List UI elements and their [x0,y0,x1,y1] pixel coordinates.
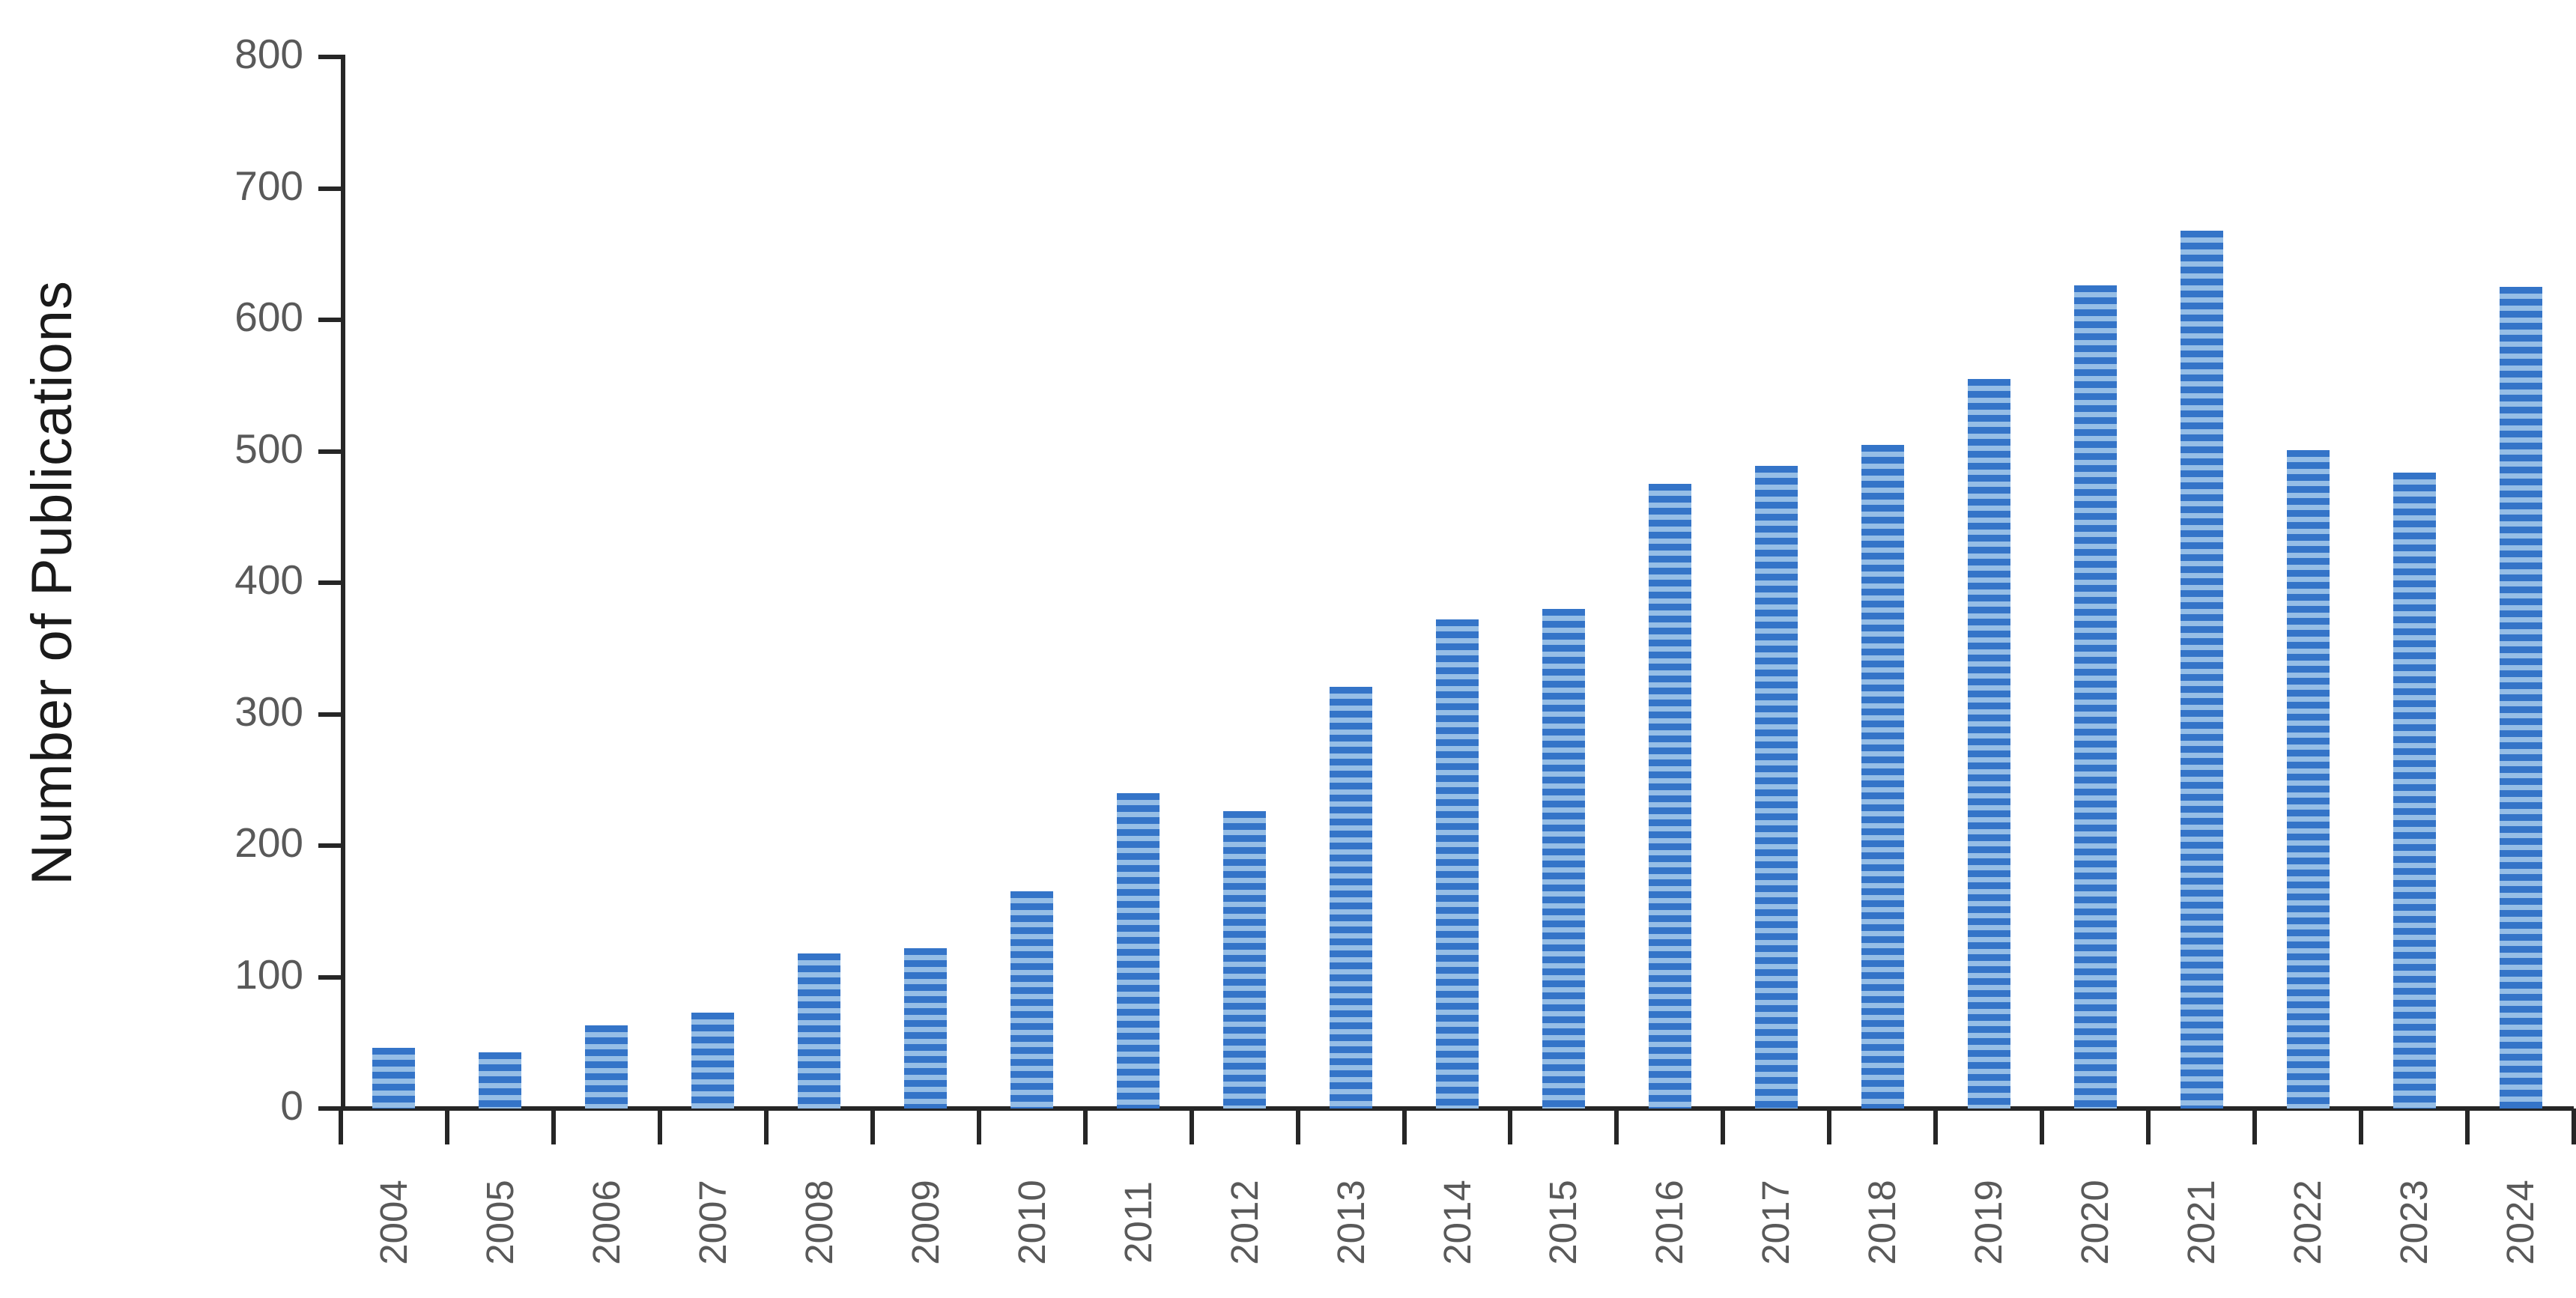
x-axis [341,1106,2574,1111]
x-tick-mark-9 [1295,1109,1300,1144]
x-tick-mark-6 [976,1109,981,1144]
bar-2005 [479,1052,522,1109]
bar-2011 [1117,792,1160,1109]
bar-2016 [1648,484,1691,1109]
x-tick-mark-14 [1827,1109,1832,1144]
x-tick-mark-12 [1614,1109,1619,1144]
bar-2008 [798,953,841,1109]
x-axis-label-2006: 2006 [584,1180,628,1265]
x-tick-mark-18 [2252,1109,2258,1144]
x-axis-label-2011: 2011 [1116,1181,1160,1264]
bar-2012 [1223,811,1267,1109]
y-tick-label-200: 200 [234,819,303,866]
y-tick-label-400: 400 [234,556,303,603]
x-axis-label-2004: 2004 [372,1180,415,1265]
bar-2010 [1010,891,1054,1109]
y-axis [341,55,345,1111]
x-tick-mark-2 [551,1109,556,1144]
y-tick-mark-700 [318,186,341,191]
x-axis-label-2022: 2022 [2286,1180,2330,1265]
x-tick-mark-3 [657,1109,662,1144]
x-axis-label-2019: 2019 [1967,1180,2010,1265]
x-axis-label-2015: 2015 [1542,1180,1585,1265]
x-axis-label-2008: 2008 [797,1180,840,1265]
y-tick-label-0: 0 [280,1082,303,1129]
y-axis-title: Number of Publications [20,280,84,885]
x-tick-mark-4 [763,1109,769,1144]
bar-2024 [2499,287,2542,1109]
x-tick-mark-17 [2146,1109,2151,1144]
y-tick-mark-500 [318,449,341,454]
y-tick-label-500: 500 [234,425,303,472]
bar-2020 [2073,285,2117,1109]
x-tick-mark-13 [1721,1109,1726,1144]
bar-2018 [1861,444,1904,1109]
y-tick-label-100: 100 [234,950,303,998]
x-tick-mark-0 [339,1109,343,1144]
x-axis-label-2009: 2009 [903,1180,947,1265]
y-tick-mark-600 [318,318,341,322]
bar-2004 [372,1048,416,1109]
x-axis-label-2014: 2014 [1435,1180,1479,1265]
bar-2023 [2392,472,2436,1109]
x-axis-label-2012: 2012 [1222,1180,1266,1265]
x-axis-label-2023: 2023 [2392,1180,2436,1265]
bar-2017 [1754,465,1798,1109]
x-tick-mark-8 [1189,1109,1194,1144]
y-tick-label-300: 300 [234,688,303,735]
bar-2021 [2180,230,2223,1109]
bar-2009 [904,947,948,1109]
x-axis-label-2005: 2005 [478,1180,521,1265]
x-axis-label-2021: 2021 [2180,1180,2223,1265]
x-axis-label-2017: 2017 [1754,1180,1798,1265]
y-tick-label-800: 800 [234,31,303,77]
y-tick-mark-800 [318,55,341,59]
x-axis-label-2010: 2010 [1010,1180,1053,1265]
y-tick-mark-300 [318,712,341,717]
y-tick-label-700: 700 [234,162,303,209]
x-tick-mark-19 [2359,1109,2364,1144]
x-axis-label-2013: 2013 [1329,1180,1372,1265]
x-tick-mark-21 [2572,1109,2576,1144]
y-tick-mark-0 [318,1106,341,1111]
x-tick-mark-15 [1933,1109,1939,1144]
bar-2015 [1542,609,1585,1109]
y-tick-label-600: 600 [234,294,303,340]
y-tick-mark-100 [318,974,341,980]
x-axis-label-2007: 2007 [691,1180,734,1265]
bar-2014 [1436,619,1479,1109]
x-tick-mark-10 [1401,1109,1407,1144]
x-tick-mark-5 [870,1109,875,1144]
x-axis-label-2020: 2020 [2073,1180,2117,1265]
x-tick-mark-7 [1082,1109,1088,1144]
x-tick-mark-11 [1508,1109,1513,1144]
y-tick-mark-200 [318,843,341,848]
x-tick-mark-1 [444,1109,449,1144]
x-tick-mark-20 [2465,1109,2470,1144]
bar-2006 [585,1025,628,1109]
bar-2019 [1967,378,2010,1109]
x-tick-mark-16 [2040,1109,2045,1144]
x-axis-label-2024: 2024 [2499,1180,2542,1265]
x-axis-label-2016: 2016 [1648,1180,1691,1265]
y-tick-mark-400 [318,580,341,585]
x-axis-label-2018: 2018 [1861,1180,1904,1265]
bar-2007 [691,1012,735,1109]
bar-2022 [2286,449,2330,1109]
bar-2013 [1330,686,1373,1109]
